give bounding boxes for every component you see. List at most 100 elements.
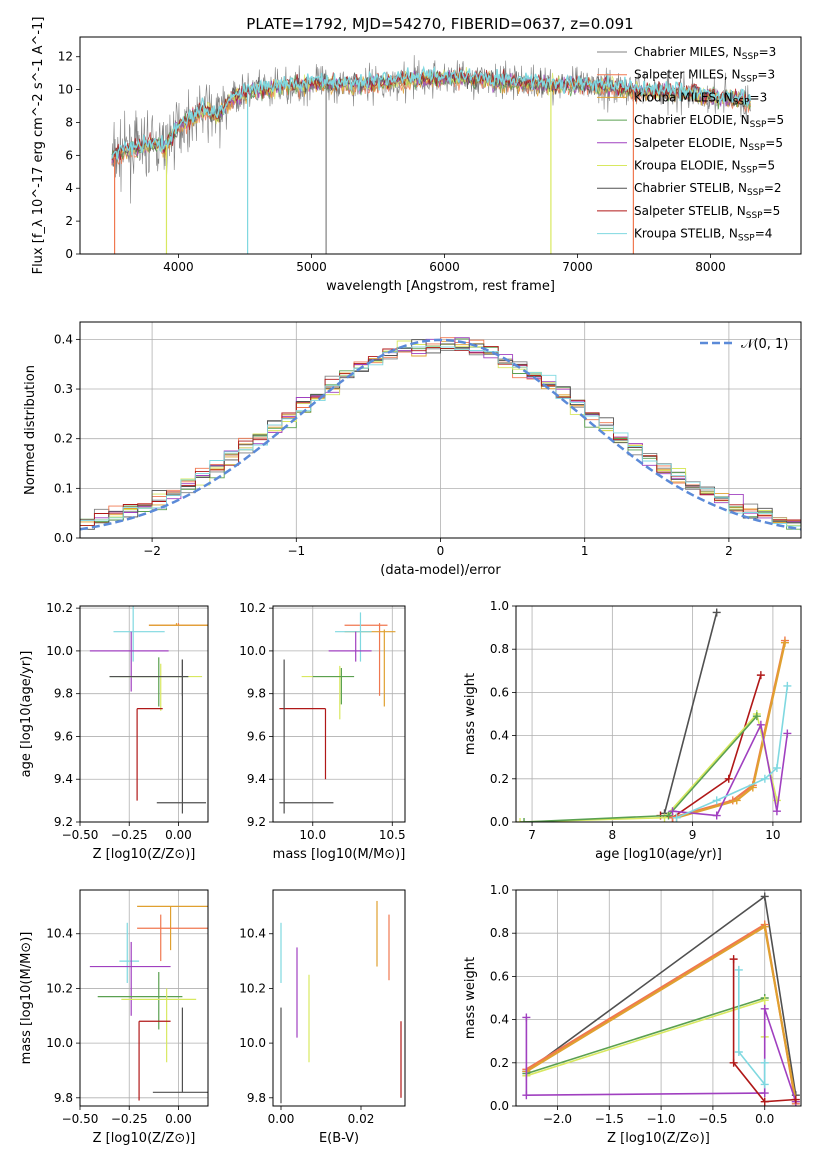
x-tick-label: 9 (689, 828, 697, 842)
y-tick-label: 0 (65, 247, 73, 261)
x-tick-label: 0.00 (165, 828, 192, 842)
residuals-panel: −2 −1 0 1 2 0.0 0.1 0.2 0.3 0.4 (data-model)/error… (23, 321, 802, 578)
legend-subscript: SSP (738, 234, 755, 244)
legend-subscript: SSP (741, 166, 758, 176)
x-tick-label: 0 (437, 544, 445, 558)
mass-weight-marker (760, 774, 769, 783)
y-tick-label: 10.4 (46, 927, 73, 941)
legend-nssp: =5 (757, 159, 775, 173)
y-tick-label: 9.8 (247, 1091, 266, 1105)
mass-weight-marker (760, 922, 769, 931)
y-tick-label: 9.8 (54, 687, 73, 701)
errorbar-point (119, 922, 140, 983)
y-tick-label: 1.0 (490, 599, 509, 613)
age-vs-mass-plot-area (279, 612, 396, 814)
x-tick-label: −0.25 (111, 1112, 148, 1126)
mass-weight-vs-age-frame (515, 605, 802, 823)
spectrum-ticks: 4000 5000 6000 7000 8000 0 2 4 6 8 10 12 (58, 50, 726, 274)
x-tick-label: −0.50 (62, 828, 99, 842)
mass-weight-series (668, 720, 792, 820)
residuals-ticks: −2 −1 0 1 2 0.0 0.1 0.2 0.3 0.4 (54, 332, 733, 558)
y-tick-label: 0.0 (490, 1099, 509, 1113)
errorbar-point (279, 708, 327, 780)
legend-subscript: SSP (748, 143, 765, 153)
mass-weight-marker (734, 1048, 743, 1056)
legend-subscript: SSP (733, 97, 750, 107)
x-tick-label: 6000 (429, 260, 460, 274)
mass-weight-marker (760, 1004, 769, 1013)
y-tick-label: 9.4 (54, 772, 73, 786)
mass-weight-marker (760, 1097, 769, 1106)
mass-weight-series (734, 965, 769, 1089)
y-tick-label: 9.6 (54, 729, 73, 743)
mass-weight-marker (729, 1058, 738, 1067)
mass-weight-marker (760, 996, 769, 1005)
legend-label: 𝒩(0, 1) (741, 337, 788, 352)
x-tick-label: 2 (725, 544, 733, 558)
mass-weight-series (672, 681, 792, 822)
x-tick-label: 8000 (695, 260, 726, 274)
errorbar-point (138, 1020, 171, 1101)
y-tick-label: 12 (58, 50, 73, 64)
x-tick-label: 7 (528, 828, 536, 842)
mass-weight-line (526, 997, 765, 1075)
legend-nssp: =2 (764, 181, 782, 195)
x-tick-label: 10.5 (379, 828, 406, 842)
mass-weight-marker (672, 813, 681, 822)
y-tick-label: 0.4 (490, 1013, 509, 1027)
mass-weight-marker (756, 720, 765, 729)
x-tick-label: −1.5 (595, 1112, 624, 1126)
y-tick-label: 9.2 (247, 815, 266, 829)
y-tick-label: 0.2 (54, 432, 73, 446)
y-tick-label: 0.3 (54, 382, 73, 396)
mass-weight-marker (752, 712, 761, 721)
mass-weight-marker (520, 818, 529, 822)
mass-vs-Z-frame (79, 889, 209, 1107)
y-tick-label: 10.4 (239, 927, 266, 941)
mass-weight-vs-Z-grid (516, 889, 801, 1107)
mass-weight-series (516, 710, 781, 822)
mass-weight-marker (783, 681, 792, 690)
y-tick-label: 9.4 (247, 772, 266, 786)
y-tick-label: 9.2 (54, 815, 73, 829)
y-tick-label: 0.6 (490, 685, 509, 699)
residuals-legend: 𝒩(0, 1) (700, 337, 788, 352)
y-tick-label: 1.0 (490, 883, 509, 897)
age-vs-mass-grid (273, 606, 405, 823)
y-tick-label: 10.2 (239, 981, 266, 995)
x-tick-label: −0.5 (698, 1112, 727, 1126)
spectrum-xlabel: wavelength [Angstrom, rest frame] (326, 279, 555, 294)
x-tick-label: 1 (581, 544, 589, 558)
y-tick-label: 4 (65, 181, 73, 195)
spectrum-panel: 4000 5000 6000 7000 8000 0 2 4 6 8 10 12 wavelength … (31, 17, 802, 294)
mass-weight-line (660, 674, 762, 819)
mass-weight-series (522, 1004, 800, 1106)
mass-vs-ebv-panel: 0.00 0.02 9.8 10.0 10.2 10.4 E(B-V) (239, 889, 406, 1146)
residual-histogram (80, 345, 801, 526)
mass-weight-vs-age-xlabel: age [log10(age/yr)] (595, 847, 722, 862)
mass-weight-line (732, 959, 796, 1103)
legend-label: Salpeter STELIB, NSSP=5 (634, 204, 780, 221)
errorbar-point (344, 629, 396, 707)
y-tick-label: 0.6 (490, 969, 509, 983)
age-vs-Z-plot-area (89, 606, 208, 814)
age-vs-Z-frame (79, 605, 209, 823)
errorbar-point (136, 708, 163, 801)
legend-nssp: =5 (763, 204, 781, 218)
errorbar-point (279, 659, 334, 814)
mass-vs-ebv-xlabel: E(B-V) (319, 1131, 359, 1146)
x-tick-label: 10 (765, 828, 780, 842)
spectrum-plot-area (111, 55, 752, 254)
errorbar-point (113, 606, 165, 662)
mass-weight-vs-Z-frame (515, 889, 802, 1107)
errorbar-point (89, 631, 169, 692)
errorbar-point (109, 659, 189, 696)
spectrum-legend: Chabrier MILES, NSSP=3 Salpeter MILES, NS… (597, 45, 784, 244)
errorbar-point (335, 612, 372, 662)
x-tick-label: −1 (287, 544, 305, 558)
mass-weight-vs-age-panel: 7 8 9 10 0.0 0.2 0.4 0.6 0.8 1.0 age [log10(age/yr… (463, 599, 802, 862)
mass-weight-vs-Z-panel: −2.0 −1.5 −1.0 −0.5 0.0 0.0 0.2 0.4 0.6 0.8 1.0 Z [… (463, 883, 802, 1146)
legend-label: Chabrier MILES, NSSP=3 (634, 45, 776, 62)
mass-weight-marker (729, 955, 738, 964)
